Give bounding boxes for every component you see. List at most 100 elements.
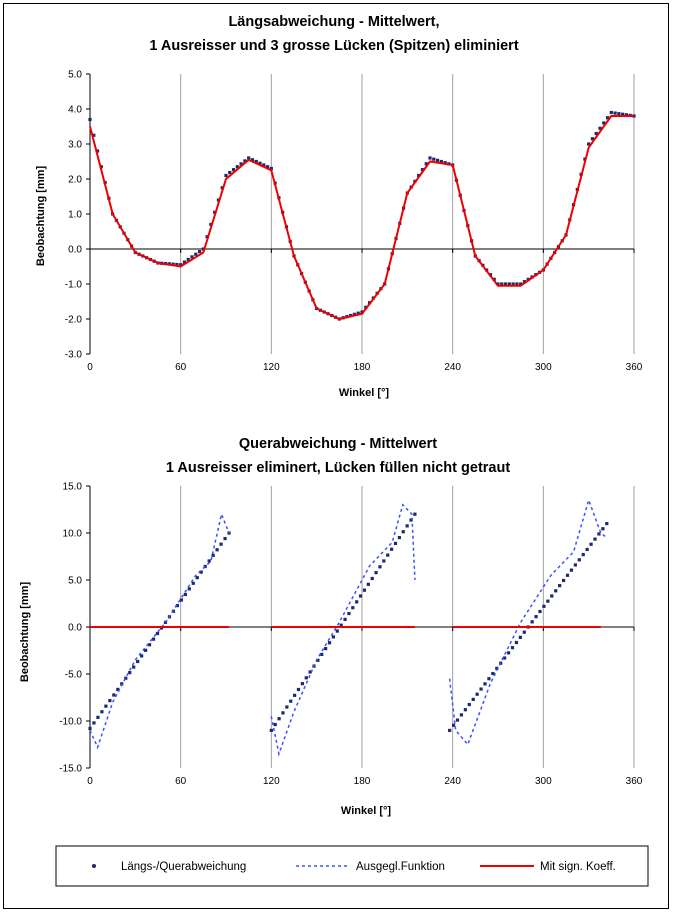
data-point (554, 589, 558, 593)
data-point (132, 665, 136, 669)
data-point (199, 570, 203, 574)
data-point (207, 559, 211, 563)
chart-2-subtitle: 1 Ausreisser eliminert, Lücken füllen ni… (166, 460, 511, 476)
data-point (235, 165, 239, 169)
data-point (479, 687, 483, 691)
data-point (254, 159, 258, 164)
x-tick-label: 0 (87, 776, 93, 787)
data-point (300, 682, 304, 686)
data-point (289, 699, 293, 703)
legend-red-label: Mit sign. Koeff. (540, 861, 616, 873)
data-point (247, 156, 251, 160)
y-tick-label: 4.0 (68, 105, 82, 116)
data-point (500, 282, 504, 286)
data-point (587, 142, 591, 146)
data-point (605, 522, 609, 526)
data-point (191, 581, 195, 585)
data-point (213, 210, 217, 214)
data-point (96, 715, 100, 719)
legend: Längs-/Querabweichung Ausgegl.Funktion M… (55, 845, 649, 887)
data-point (262, 163, 266, 167)
data-point (432, 157, 436, 161)
data-point (209, 222, 213, 227)
data-point (370, 576, 374, 581)
data-point (250, 158, 255, 162)
data-point (351, 606, 355, 610)
data-point (613, 111, 617, 115)
y-tick-label: -2.0 (65, 315, 83, 326)
data-point (463, 708, 467, 712)
data-point (343, 617, 347, 621)
y-tick-label: -15.0 (59, 764, 82, 775)
y-tick-label: -5.0 (65, 670, 83, 681)
data-point (140, 654, 144, 658)
data-point (491, 671, 495, 676)
chart-1-title: Längsabweichung - Mittelwert, (228, 14, 439, 30)
data-point (175, 604, 179, 608)
data-point (360, 310, 364, 314)
data-point (366, 582, 370, 586)
data-point (331, 635, 336, 639)
data-point (224, 173, 228, 178)
y-tick-label: 1.0 (68, 210, 82, 221)
data-point (542, 604, 546, 608)
data-point (308, 670, 312, 674)
data-point (88, 726, 92, 731)
data-point (487, 677, 491, 681)
y-tick-label: 0.0 (68, 623, 82, 634)
data-point (95, 149, 100, 153)
data-point (216, 198, 221, 202)
data-point (128, 671, 132, 675)
data-point (211, 553, 215, 557)
data-point (514, 640, 519, 645)
data-point (386, 553, 390, 557)
data-point (347, 611, 351, 616)
data-point (316, 658, 320, 662)
data-point (277, 717, 281, 721)
data-point (558, 584, 562, 588)
data-point (624, 113, 629, 117)
data-point (197, 250, 202, 254)
data-point (471, 697, 475, 701)
data-point (195, 576, 199, 580)
data-point (171, 262, 175, 266)
data-point (534, 615, 538, 619)
data-point (585, 547, 589, 552)
x-tick-label: 120 (263, 362, 280, 373)
x-tick-label: 300 (535, 776, 552, 787)
data-point (424, 162, 428, 166)
data-point (293, 693, 297, 697)
x-tick-label: 240 (444, 362, 461, 373)
data-point (327, 641, 332, 645)
data-point (390, 547, 394, 551)
data-point (503, 282, 508, 286)
data-point (186, 257, 190, 262)
data-point (515, 282, 519, 286)
data-point (219, 542, 223, 546)
series-line-red (89, 115, 634, 321)
data-point (92, 721, 96, 725)
data-point (451, 723, 456, 727)
y-tick-label: 5.0 (68, 576, 82, 587)
data-point (439, 159, 443, 164)
data-point (88, 117, 92, 122)
data-point (522, 630, 526, 634)
data-point (201, 247, 205, 251)
data-point (147, 643, 152, 647)
data-point (265, 165, 270, 169)
y-tick-label: -3.0 (65, 350, 83, 361)
data-point (409, 518, 413, 522)
data-point (597, 532, 601, 536)
data-point (104, 704, 108, 708)
data-point (601, 527, 605, 531)
data-point (112, 693, 116, 697)
data-point (417, 173, 421, 178)
data-point (565, 573, 570, 577)
data-point (203, 564, 207, 569)
chart-1-subtitle: 1 Ausreisser und 3 grosse Lücken (Spitze… (149, 38, 518, 54)
data-point (598, 126, 602, 130)
data-point (605, 116, 610, 120)
x-tick-label: 300 (535, 362, 552, 373)
data-point (420, 168, 425, 172)
data-point (561, 578, 566, 583)
